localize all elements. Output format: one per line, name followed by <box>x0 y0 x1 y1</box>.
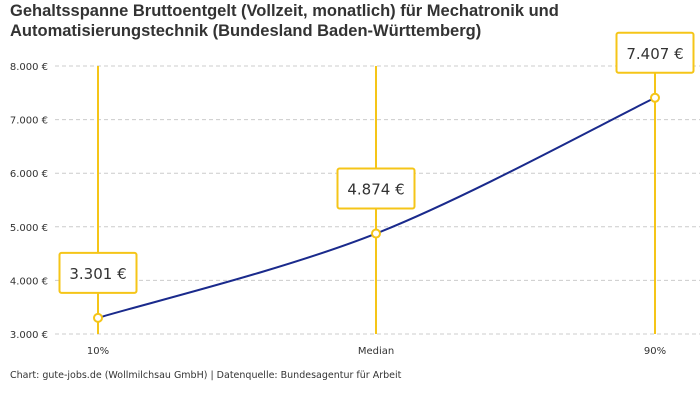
data-point <box>93 312 103 323</box>
x-tick-label: Median <box>358 346 394 357</box>
data-label: 7.407 € <box>626 45 683 63</box>
data-point <box>650 92 660 103</box>
y-tick-label: 5.000 € <box>10 223 48 234</box>
data-label-box <box>58 251 138 294</box>
x-tick-label: 10% <box>87 346 109 357</box>
data-label-box <box>615 31 695 74</box>
y-tick-label: 6.000 € <box>10 169 48 180</box>
data-label: 4.874 € <box>347 181 404 199</box>
chart-title: Gehaltsspanne Bruttoentgelt (Vollzeit, m… <box>10 2 559 40</box>
data-point <box>371 228 381 239</box>
y-tick-label: 3.000 € <box>10 330 48 341</box>
chart-footer: Chart: gute-jobs.de (Wollmilchsau GmbH) … <box>10 370 402 381</box>
y-tick-label: 8.000 € <box>10 62 48 73</box>
y-tick-label: 4.000 € <box>10 276 48 287</box>
y-tick-label: 7.000 € <box>10 116 48 127</box>
data-label: 3.301 € <box>69 265 126 283</box>
x-tick-label: 90% <box>644 346 666 357</box>
data-label-box <box>336 167 416 210</box>
